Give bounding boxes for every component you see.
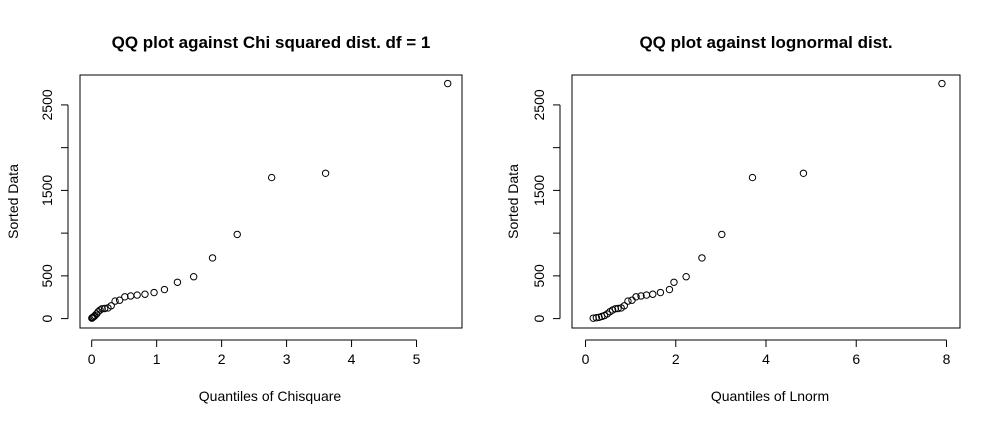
x-tick-label: 1 xyxy=(153,351,161,367)
chart-panel-chisquare: QQ plot against Chi squared dist. df = 1… xyxy=(5,33,463,404)
data-point xyxy=(133,291,141,299)
data-point xyxy=(632,293,640,301)
data-point xyxy=(111,297,119,305)
data-point xyxy=(267,173,276,182)
data-point xyxy=(748,173,757,182)
data-point xyxy=(189,273,198,281)
data-point xyxy=(628,296,636,304)
x-tick-label: 0 xyxy=(88,351,96,367)
data-point xyxy=(121,293,129,301)
y-tick-label: 2500 xyxy=(39,89,55,120)
data-point xyxy=(656,288,665,297)
data-point xyxy=(107,302,115,310)
y-tick-label: 0 xyxy=(531,314,547,322)
plot-frame xyxy=(79,74,463,329)
x-axis-label: Quantiles of Chisquare xyxy=(199,388,342,404)
data-point xyxy=(938,79,946,88)
data-point xyxy=(321,169,330,177)
data-point xyxy=(208,254,217,262)
data-point xyxy=(126,292,135,300)
x-tick-label: 6 xyxy=(852,351,860,367)
plot-frame xyxy=(571,74,961,329)
data-point xyxy=(682,273,690,281)
data-point xyxy=(160,285,169,294)
y-axis-label: Sorted Data xyxy=(5,164,21,239)
x-tick-label: 2 xyxy=(672,351,680,367)
y-tick-label: 500 xyxy=(531,264,547,288)
data-point xyxy=(444,79,452,88)
data-point xyxy=(233,230,241,239)
data-point xyxy=(141,290,149,298)
x-tick-label: 5 xyxy=(413,351,421,367)
data-point xyxy=(592,314,601,322)
chart-title: QQ plot against Chi squared dist. df = 1 xyxy=(112,33,431,52)
y-tick-label: 0 xyxy=(39,314,55,322)
data-point xyxy=(96,306,104,314)
data-point xyxy=(150,288,158,297)
data-point xyxy=(115,296,124,304)
y-tick-label: 1500 xyxy=(531,175,547,206)
data-point xyxy=(624,297,632,305)
data-point xyxy=(173,278,182,286)
x-tick-label: 4 xyxy=(762,351,770,367)
data-point xyxy=(718,230,726,239)
data-point xyxy=(698,254,706,262)
y-tick-label: 1500 xyxy=(39,175,55,206)
y-tick-label: 500 xyxy=(39,264,55,288)
data-point xyxy=(637,292,645,300)
chart-panel-lognormal: QQ plot against lognormal dist. 0 2 4 6 8 0 500… xyxy=(505,33,961,404)
data-point xyxy=(649,290,657,298)
x-tick-label: 4 xyxy=(348,351,356,367)
chart-title: QQ plot against lognormal dist. xyxy=(639,33,892,52)
y-axis-label: Sorted Data xyxy=(505,164,521,239)
data-point xyxy=(665,285,674,294)
x-tick-label: 2 xyxy=(218,351,226,367)
data-point xyxy=(799,169,808,177)
x-tick-label: 0 xyxy=(582,351,590,367)
data-point xyxy=(100,304,109,313)
data-point xyxy=(614,304,622,313)
x-tick-label: 3 xyxy=(283,351,291,367)
x-axis-label: Quantiles of Lnorm xyxy=(711,388,829,404)
data-point xyxy=(620,302,629,310)
data-point xyxy=(670,278,678,286)
x-tick-label: 8 xyxy=(943,351,951,367)
data-point xyxy=(90,312,98,321)
y-tick-label: 2500 xyxy=(531,89,547,120)
